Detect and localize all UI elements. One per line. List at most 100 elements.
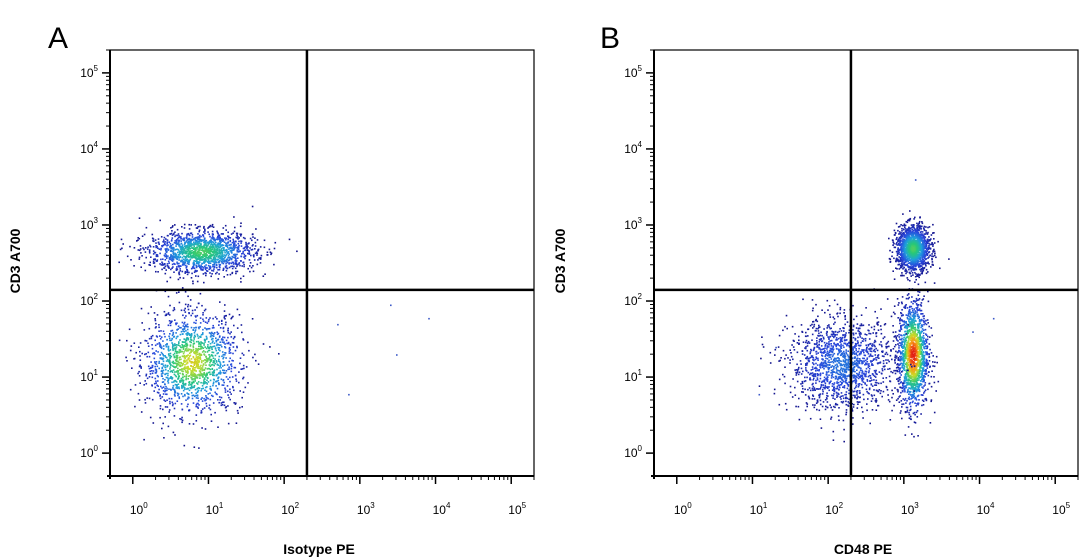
event-dot — [901, 263, 904, 266]
event-dot — [133, 342, 136, 344]
event-dot — [235, 260, 238, 262]
event-dot — [920, 268, 923, 270]
event-dot — [908, 310, 910, 313]
event-dot — [249, 262, 252, 264]
event-dot — [182, 376, 184, 378]
event-dot — [158, 367, 160, 370]
event-dot — [204, 382, 206, 385]
event-dot — [235, 262, 238, 265]
event-dot — [189, 240, 191, 242]
event-dot — [929, 247, 932, 250]
event-dot — [269, 251, 272, 253]
event-dot — [224, 250, 226, 252]
event-dot — [222, 361, 225, 363]
event-dot — [912, 300, 915, 302]
event-dot — [202, 328, 204, 331]
event-dot — [187, 354, 189, 356]
event-dot — [925, 339, 927, 342]
event-dot — [928, 251, 930, 254]
event-dot — [192, 378, 195, 380]
event-dot — [916, 353, 919, 355]
event-dot — [201, 373, 204, 375]
event-dot — [901, 259, 903, 261]
event-dot — [898, 256, 900, 258]
event-dot — [189, 259, 191, 262]
event-dot — [254, 248, 256, 250]
event-dot — [141, 352, 143, 355]
event-dot — [212, 226, 215, 228]
event-dot — [149, 245, 152, 248]
event-dot — [234, 245, 236, 247]
event-dot — [908, 413, 911, 416]
event-dot — [200, 333, 203, 336]
event-dot — [209, 388, 211, 390]
event-dot — [192, 329, 195, 331]
event-dot — [905, 385, 907, 387]
event-dot — [903, 362, 905, 365]
event-dot — [181, 387, 184, 389]
event-dot — [908, 309, 911, 312]
event-dot — [199, 225, 201, 228]
event-dot — [177, 367, 179, 370]
event-dot — [212, 317, 214, 320]
event-dot — [249, 237, 252, 240]
event-dot — [193, 361, 195, 364]
event-dot — [924, 372, 926, 375]
event-dot — [898, 401, 901, 403]
event-dot — [171, 267, 173, 269]
event-dot — [172, 360, 175, 363]
event-dot — [163, 437, 165, 439]
event-dot — [910, 375, 913, 378]
event-dot — [203, 231, 205, 233]
event-dot — [210, 250, 212, 253]
event-dot — [169, 276, 172, 279]
event-dot — [202, 387, 204, 390]
event-dot — [219, 363, 222, 366]
event-dot — [209, 335, 212, 338]
event-dot — [184, 370, 187, 372]
event-dot — [217, 343, 219, 346]
event-dot — [928, 236, 930, 238]
event-dot — [176, 356, 178, 359]
event-dot — [915, 378, 918, 380]
event-dot — [905, 268, 907, 271]
event-dot — [238, 371, 240, 373]
event-dot — [183, 355, 186, 357]
event-dot — [214, 362, 216, 365]
event-dot — [171, 263, 174, 266]
event-dot — [891, 371, 894, 374]
event-dot — [185, 371, 187, 374]
event-dot — [204, 268, 207, 271]
event-dot — [900, 381, 902, 383]
event-dot — [917, 383, 920, 385]
event-dot — [907, 219, 909, 222]
event-dot — [899, 372, 901, 374]
event-dot — [201, 256, 203, 258]
event-dot — [151, 366, 154, 369]
event-dot — [144, 247, 147, 249]
event-dot — [919, 340, 922, 342]
event-dot — [167, 370, 169, 372]
event-dot — [192, 372, 194, 374]
event-dot — [901, 265, 904, 267]
event-dot — [181, 372, 184, 375]
event-dot — [149, 373, 152, 375]
event-dot — [908, 356, 911, 358]
event-dot — [236, 265, 238, 268]
event-dot — [909, 351, 912, 354]
event-dot — [921, 313, 924, 315]
event-dot — [228, 352, 231, 354]
event-dot — [225, 254, 227, 257]
event-dot — [205, 338, 208, 340]
event-dot — [200, 343, 202, 346]
event-dot — [179, 270, 182, 272]
event-dot — [158, 360, 160, 363]
event-dot — [203, 354, 206, 356]
event-dot — [921, 354, 923, 356]
event-dot — [248, 249, 250, 252]
event-dot — [931, 261, 934, 263]
event-dot — [159, 338, 162, 340]
event-dot — [919, 265, 922, 268]
event-dot — [897, 263, 900, 266]
event-dot — [218, 263, 221, 266]
